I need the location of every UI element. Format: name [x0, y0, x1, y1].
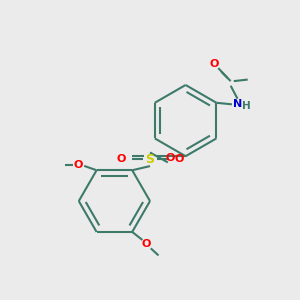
Text: S: S: [146, 153, 154, 166]
Text: O: O: [116, 154, 126, 164]
Text: O: O: [166, 153, 175, 163]
Text: O: O: [74, 160, 83, 170]
Text: O: O: [141, 239, 151, 249]
Text: O: O: [174, 154, 184, 164]
Text: O: O: [209, 59, 219, 69]
Text: H: H: [242, 100, 251, 111]
Text: N: N: [233, 99, 242, 109]
